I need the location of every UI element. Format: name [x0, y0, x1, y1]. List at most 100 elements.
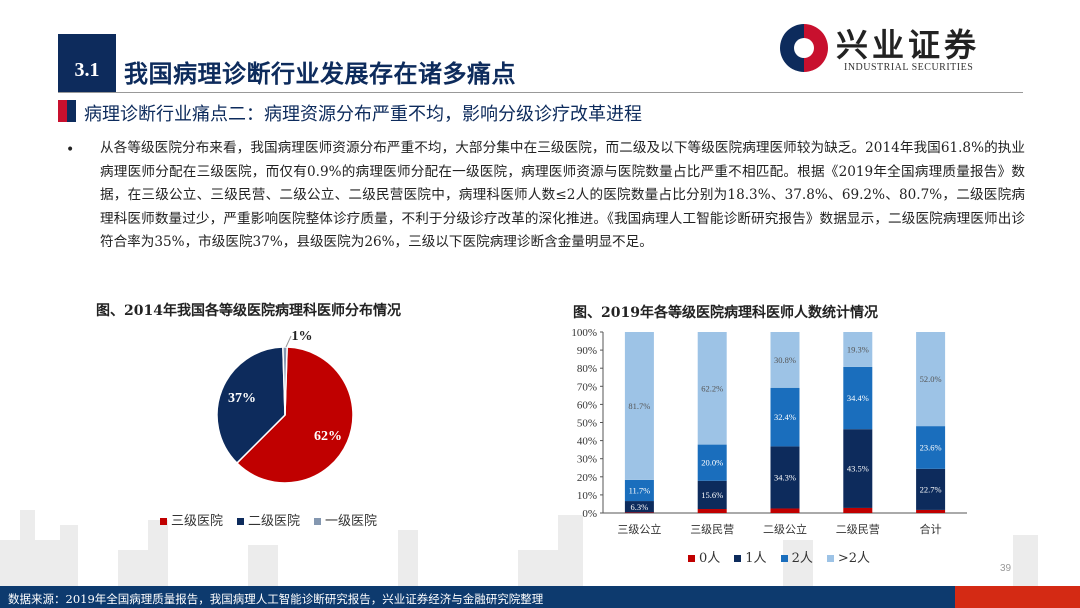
legend-label: 二级医院	[248, 514, 301, 529]
pie-legend: 三级医院 二级医院 一级医院	[160, 510, 377, 529]
bar-segment-0	[916, 509, 946, 513]
pie-data-label: 37%	[228, 391, 256, 406]
legend-label: 0人	[699, 551, 721, 566]
bar-segment-2	[697, 444, 727, 481]
bar-chart-title: 图、2019年各等级医院病理科医师人数统计情况	[573, 305, 878, 321]
legend-item: 1人	[734, 547, 767, 566]
y-tick-label: 20%	[577, 472, 597, 484]
body-paragraph: 从各等级医院分布来看，我国病理医师资源分布严重不均，大部分集中在三级医院，而二级…	[100, 140, 1025, 250]
footer-source: 数据来源：2019年全国病理质量报告，我国病理人工智能诊断研究报告，兴业证券经济…	[0, 586, 955, 608]
bar-data-label: 23.6%	[920, 442, 942, 452]
subtitle-marker-red	[58, 100, 67, 122]
legend-swatch	[734, 555, 742, 562]
y-tick-label: 90%	[577, 345, 597, 357]
y-tick-label: 10%	[577, 490, 597, 502]
legend-swatch	[688, 555, 695, 562]
bar-segment-0	[697, 509, 727, 513]
x-tick-label: 三级民营	[690, 522, 734, 536]
bar-data-label: 19.3%	[847, 344, 869, 354]
page-number: 39	[1000, 563, 1012, 574]
bar-segment-2	[770, 387, 800, 447]
bar-segment-2	[916, 426, 946, 469]
bar-legend: 0人 1人 2人 >2人	[688, 547, 870, 566]
bar-segment-2	[624, 479, 654, 502]
subtitle-marker-blue	[67, 100, 76, 122]
logo-en: INDUSTRIAL SECURITIES	[844, 62, 974, 73]
legend-swatch	[780, 555, 788, 562]
pie-slice-1	[216, 346, 286, 465]
legend-item: 0人	[688, 547, 720, 566]
legend-label: 一级医院	[325, 514, 378, 529]
bar-segment-0	[624, 512, 654, 513]
bar-segment-1	[843, 429, 873, 508]
header-divider	[58, 92, 1023, 93]
bar-segment-3	[843, 332, 873, 367]
x-tick-label: 二级公立	[763, 522, 807, 536]
bar-data-label: 20.0%	[701, 458, 723, 468]
x-tick-label: 合计	[920, 522, 942, 536]
bar-data-label: 32.4%	[774, 412, 796, 422]
bar-segment-0	[843, 507, 873, 513]
pie-leader-line	[285, 335, 292, 348]
bar-data-label: 43.5%	[847, 464, 869, 474]
bar-data-label: 62.2%	[701, 383, 723, 393]
legend-item: 三级医院	[160, 510, 223, 529]
y-tick-label: 80%	[577, 363, 597, 375]
pie-slice-0	[235, 346, 354, 484]
bar-segment-1	[697, 480, 727, 510]
bar-data-label: 34.4%	[847, 393, 869, 403]
bullet: •	[66, 142, 75, 158]
bar-segment-1	[770, 446, 800, 509]
bar-segment-3	[697, 332, 727, 445]
y-tick-label: 50%	[577, 418, 597, 430]
pie-data-label: 1%	[292, 329, 313, 344]
bar-segment-1	[624, 501, 654, 513]
bar-data-label: 11.7%	[629, 485, 651, 495]
legend-swatch	[314, 518, 322, 525]
y-tick-label: 60%	[577, 399, 597, 411]
legend-swatch	[160, 518, 167, 525]
bar-data-label: 15.6%	[701, 490, 723, 500]
bar-data-label: 6.3%	[631, 502, 649, 512]
bar-data-label: 22.7%	[920, 484, 942, 494]
legend-label: 1人	[745, 551, 767, 566]
bar-data-label: 30.8%	[774, 355, 796, 365]
bar-data-label: 81.7%	[628, 401, 650, 411]
legend-label: >2人	[837, 551, 871, 566]
bar-segment-2	[843, 366, 873, 430]
legend-item: >2人	[826, 547, 871, 566]
section-number: 3.1	[58, 34, 116, 92]
company-logo: 兴业证券 INDUSTRIAL SECURITIES	[780, 22, 1020, 78]
legend-label: 三级医院	[171, 514, 224, 529]
legend-swatch	[826, 555, 834, 562]
y-tick-label: 0%	[582, 508, 597, 520]
subtitle: 病理诊断行业痛点二：病理资源分布严重不均，影响分级诊疗改革进程	[84, 104, 642, 125]
y-tick-label: 70%	[577, 381, 597, 393]
logo-cn: 兴业证券	[836, 26, 981, 64]
y-tick-label: 100%	[571, 327, 597, 339]
page-title: 我国病理诊断行业发展存在诸多痛点	[124, 60, 516, 88]
x-tick-label: 三级公立	[617, 522, 661, 536]
pie-chart-title: 图、2014年我国各等级医院病理科医师分布情况	[96, 303, 401, 319]
legend-label: 2人	[791, 551, 813, 566]
pie-chart: 62% 37% 1%	[216, 329, 354, 484]
stacked-bar-chart: 0% 10% 20% 30% 40% 50% 60% 70% 80% 90% 100% 6.3% 11.…	[571, 327, 967, 536]
footer-accent	[955, 586, 1080, 608]
pie-data-label: 62%	[314, 429, 342, 444]
bar-data-label: 34.3%	[774, 472, 796, 482]
logo-mark-icon	[780, 24, 828, 72]
y-tick-label: 30%	[577, 454, 597, 466]
legend-item: 一级医院	[314, 510, 377, 529]
bar-segment-3	[624, 332, 654, 480]
bar-segment-3	[770, 332, 800, 388]
bar-segment-1	[916, 468, 946, 510]
legend-swatch	[237, 518, 245, 525]
y-tick-label: 40%	[577, 436, 597, 448]
city-skyline-decoration	[0, 510, 1038, 586]
pie-slice-2	[282, 346, 288, 416]
bar-data-label: 52.0%	[920, 374, 942, 384]
bar-segment-3	[916, 332, 946, 427]
x-tick-label: 二级民营	[836, 522, 880, 536]
legend-item: 2人	[780, 547, 813, 566]
legend-item: 二级医院	[237, 510, 300, 529]
